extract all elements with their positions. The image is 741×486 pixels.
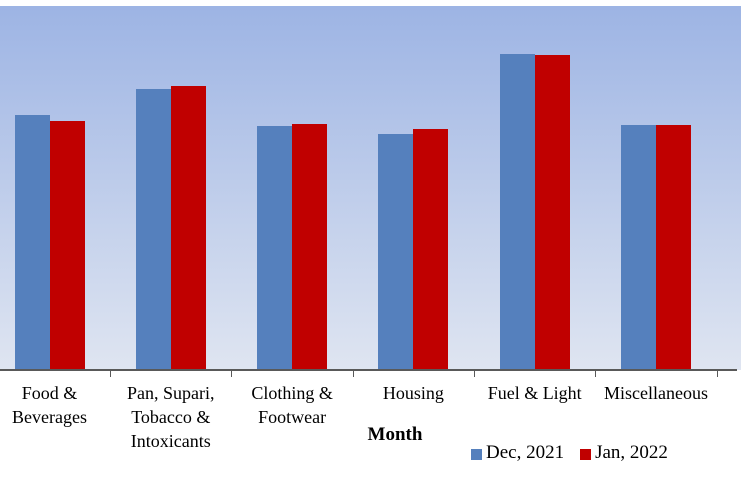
- x-axis-tick: [595, 371, 597, 377]
- x-axis-tick: [474, 371, 476, 377]
- x-axis-line: [0, 369, 737, 371]
- bar-jan-2022-cat2: [292, 124, 328, 370]
- x-axis-label-cat0: Food & Beverages: [12, 383, 87, 427]
- bar-jan-2022-cat0: [49, 121, 85, 370]
- bar-dec-2021-cat1: [135, 89, 171, 370]
- x-axis-label-cat3: Housing: [382, 383, 444, 403]
- x-axis-tick: [352, 371, 354, 377]
- bar-dec-2021-cat3: [378, 134, 414, 370]
- x-axis-label-cat2: Clothing & Footwear: [251, 383, 333, 427]
- x-axis-label-cat4: Fuel & Light: [487, 383, 582, 403]
- legend-label-jan-2022: Jan, 2022: [595, 442, 668, 463]
- legend-item-dec-2021: Dec, 2021: [471, 442, 564, 464]
- legend-swatch-dec-2021: [471, 448, 482, 460]
- legend-swatch-jan-2022: [580, 448, 592, 460]
- plot-area: [0, 6, 741, 370]
- bar-jan-2022-cat5: [656, 125, 691, 370]
- x-axis-label-cat1: Pan, Supari, Tobacco & Intoxicants: [127, 383, 215, 451]
- x-axis-title: Month: [367, 424, 423, 445]
- legend-item-jan-2022: Jan, 2022: [580, 442, 668, 464]
- legend-label-dec-2021: Dec, 2021: [486, 442, 565, 463]
- x-axis-tick: [716, 371, 718, 377]
- bar-jan-2022-cat4: [534, 55, 570, 370]
- bar-dec-2021-cat0: [14, 115, 50, 370]
- bar-dec-2021-cat2: [257, 126, 293, 370]
- bar-dec-2021-cat5: [621, 125, 656, 370]
- legend: Dec, 2021 Jan, 2022: [471, 442, 668, 464]
- bar-jan-2022-cat3: [413, 129, 449, 370]
- bar-dec-2021-cat4: [499, 54, 535, 370]
- x-axis-tick: [231, 371, 233, 377]
- x-axis-label-cat5: Miscellaneous: [604, 383, 708, 403]
- bar-jan-2022-cat1: [170, 86, 206, 370]
- x-axis-tick: [110, 371, 112, 377]
